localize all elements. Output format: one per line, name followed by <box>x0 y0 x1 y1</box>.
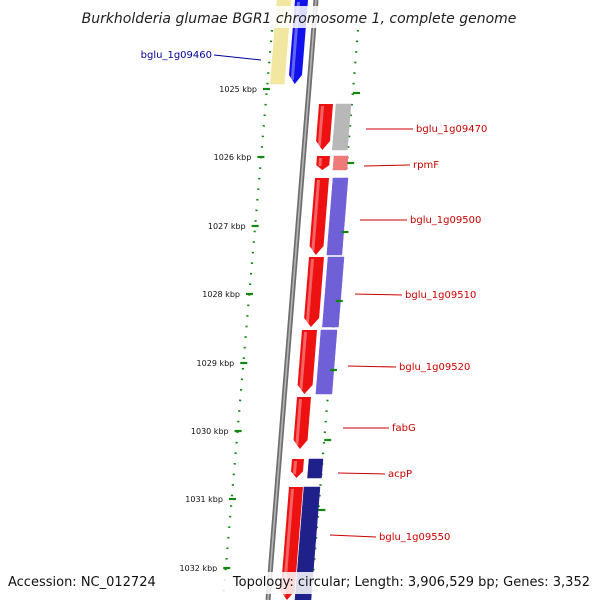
gene-arrow-bglu_1g09520 <box>297 330 317 394</box>
leader-line-bglu_1g09510 <box>354 293 403 296</box>
topology-text: Topology: circular; Length: 3,906,529 bp… <box>232 575 590 590</box>
gene-arrow-rpmF <box>316 156 330 170</box>
feature-track <box>240 0 352 600</box>
gene-label-bglu_1g09550: bglu_1g09550 <box>379 532 450 543</box>
gene-label-bglu_1g09500: bglu_1g09500 <box>410 215 481 226</box>
ruler-label: 1027 kbp <box>208 222 246 231</box>
product-block-bglu_1g09520 <box>315 329 338 395</box>
product-block-bglu_1g09500 <box>326 177 349 256</box>
gene-shine-bglu_1g09510 <box>305 259 314 323</box>
gene-shine-rpmF <box>318 158 322 166</box>
gene-label-bglu_1g09460: bglu_1g09460 <box>141 50 212 61</box>
gene-shine-bglu_1g09550 <box>282 489 294 596</box>
gene-label-bglu_1g09520: bglu_1g09520 <box>399 362 470 373</box>
gene-arrow-bglu_1g09470 <box>316 104 333 150</box>
gene-label-track: bglu_1g09460 bglu_1g09470 rpmF bglu_1g09500… <box>141 50 488 543</box>
leader-line-rpmF <box>363 164 411 167</box>
gene-label-fabG: fabG <box>392 423 416 434</box>
gene-label-acpP: acpP <box>388 469 412 480</box>
product-block-acpP <box>307 458 324 479</box>
gene-label-bglu_1g09510: bglu_1g09510 <box>405 290 476 301</box>
ruler-label: 1028 kbp <box>202 290 240 299</box>
title-background <box>82 6 520 28</box>
ruler-label: 1032 kbp <box>180 564 218 573</box>
footer-background <box>0 572 600 594</box>
product-block-bglu_1g09470 <box>332 103 352 151</box>
ruler-track: 1025 kbp 1026 kbp 1027 kbp 1028 kbp 1029 kbp… <box>180 85 360 573</box>
gene-label-bglu_1g09470: bglu_1g09470 <box>416 124 487 135</box>
gene-label-rpmF: rpmF <box>413 160 439 171</box>
gene-arrow-bglu_1g09500 <box>309 178 329 255</box>
leader-line-bglu_1g09460 <box>213 54 262 61</box>
gene-shine-acpP <box>292 461 297 474</box>
ruler-label: 1029 kbp <box>197 359 235 368</box>
ruler-label: 1031 kbp <box>185 495 223 504</box>
gene-arrow-acpP <box>291 459 304 478</box>
ruler-label: 1025 kbp <box>219 85 257 94</box>
gene-shine-bglu_1g09470 <box>317 106 324 146</box>
gene-arrow-bglu_1g09550 <box>280 487 303 600</box>
product-block-bglu_1g09550 <box>294 486 321 600</box>
product-block-bglu_1g09510 <box>322 256 345 328</box>
leader-line-bglu_1g09550 <box>329 534 377 538</box>
map-title: Burkholderia glumae BGR1 chromosome 1, c… <box>82 11 517 27</box>
ruler-label: 1026 kbp <box>214 153 252 162</box>
ruler-label: 1030 kbp <box>191 427 229 436</box>
gene-arrow-bglu_1g09510 <box>304 257 324 327</box>
accession-text: Accession: NC_012724 <box>8 575 156 590</box>
gene-shine-bglu_1g09520 <box>299 332 307 390</box>
leader-line-bglu_1g09520 <box>347 365 397 368</box>
gene-shine-bglu_1g09500 <box>311 180 320 251</box>
product-block-rpmF <box>332 155 349 171</box>
leader-line-acpP <box>337 472 386 475</box>
gene-arrow-fabG <box>293 397 311 449</box>
gene-shine-fabG <box>295 399 302 445</box>
chromosome-backbone-highlight <box>267 0 317 600</box>
